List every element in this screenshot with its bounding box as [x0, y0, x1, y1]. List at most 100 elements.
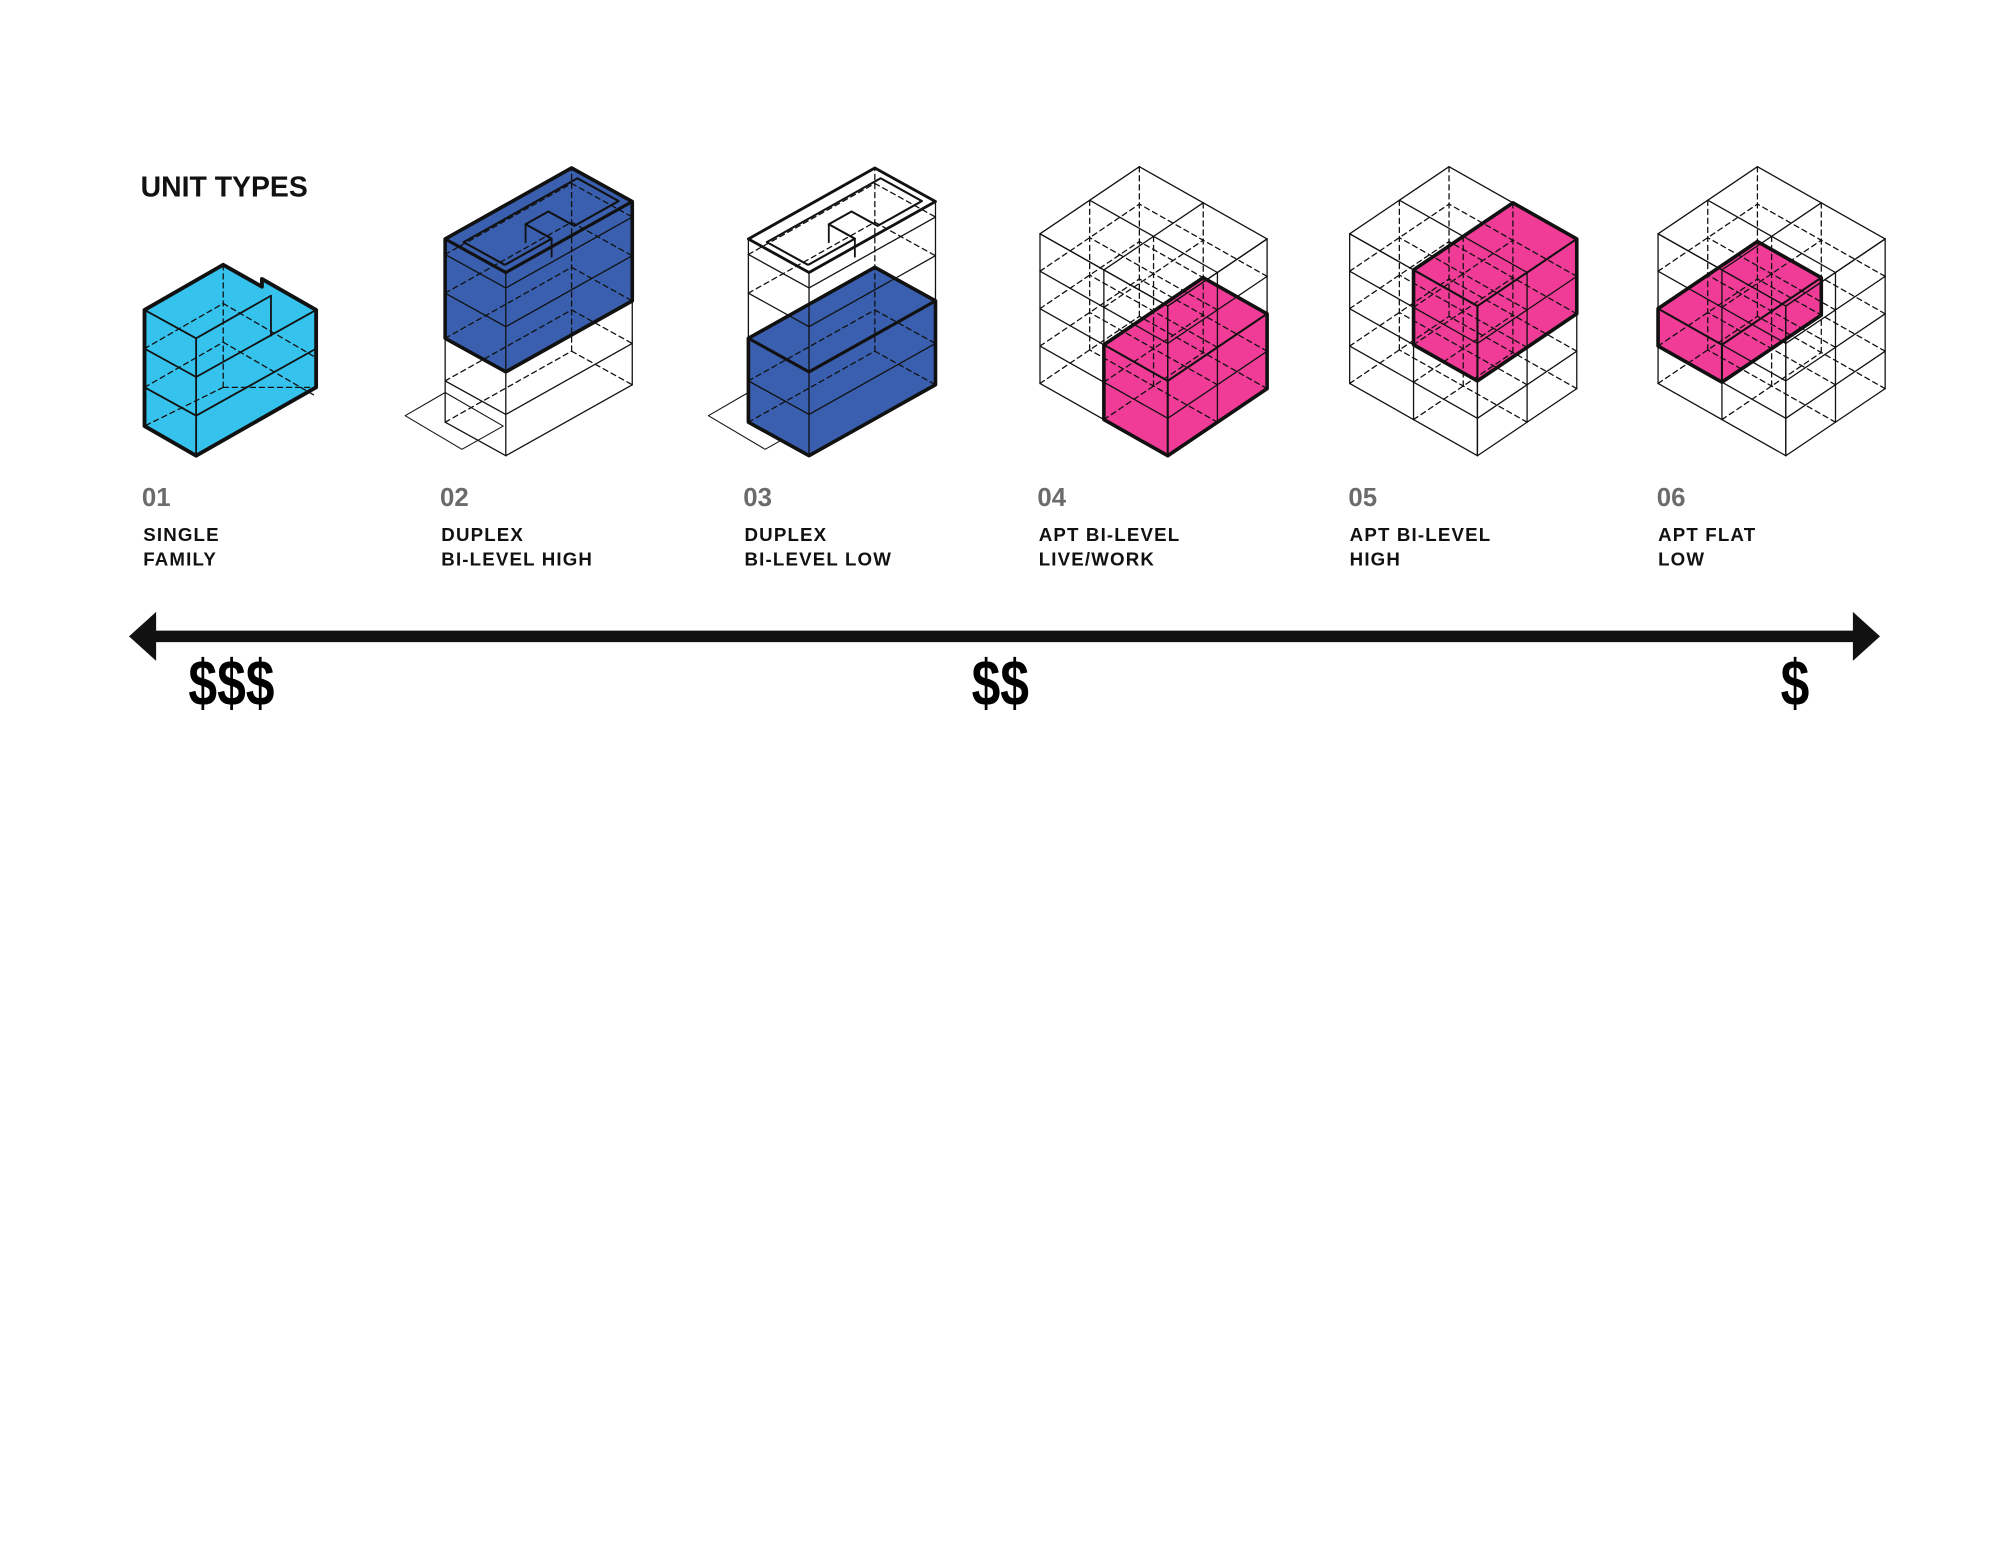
cost-mid-label: $$	[972, 647, 1029, 719]
footprint-outline	[404, 391, 504, 450]
edge	[504, 199, 634, 275]
unit-04-massing	[1039, 166, 1269, 458]
unit-02-massing	[404, 166, 635, 457]
edge	[443, 237, 508, 275]
edge	[808, 255, 937, 328]
edge	[1476, 237, 1578, 308]
hidden-edge	[444, 182, 573, 256]
unit-number: 05	[1348, 484, 1377, 512]
single-family-outline	[142, 262, 319, 458]
edge	[505, 216, 633, 289]
unit-number: 04	[1037, 484, 1066, 512]
edge	[746, 336, 811, 374]
unit-number: 01	[142, 484, 171, 512]
edge	[1138, 166, 1268, 240]
unit-label-05: 05 APT BI-LEVEL HIGH	[1348, 484, 1492, 569]
edge	[1102, 343, 1169, 382]
unit-label-06: 06 APT FLAT LOW	[1657, 484, 1756, 569]
cost-arrow	[129, 611, 1880, 661]
unit-name-line2: FAMILY	[143, 548, 217, 569]
parapet-inner-rim	[462, 177, 620, 266]
unit-name-line2: BI-LEVEL HIGH	[441, 548, 593, 569]
unit-name-line1: SINGLE	[143, 524, 220, 545]
edge	[1166, 312, 1269, 382]
hidden-edge	[143, 386, 224, 427]
edge	[808, 216, 937, 289]
hidden-edge	[444, 350, 573, 423]
unit-drawings	[142, 166, 1886, 458]
edge	[747, 253, 810, 289]
hidden-edge	[143, 302, 224, 350]
edge	[505, 384, 633, 457]
edge	[195, 294, 272, 340]
unit-01-massing	[142, 262, 319, 458]
hidden-edge	[570, 266, 633, 302]
edge	[143, 347, 198, 378]
edge	[747, 380, 810, 416]
hidden-edge	[874, 350, 937, 386]
cost-low-label: $	[1781, 647, 1810, 719]
hidden-edge	[570, 182, 633, 218]
cost-high-label: $$$	[188, 647, 274, 719]
hidden-edge	[444, 266, 573, 339]
edge	[143, 309, 198, 340]
edge	[1720, 276, 1823, 346]
unit-name-line1: APT FLAT	[1658, 524, 1756, 545]
hidden-edge	[874, 182, 937, 218]
parapet-inner-rim	[765, 177, 923, 266]
edge	[444, 421, 507, 457]
unit-label-02: 02 DUPLEX BI-LEVEL HIGH	[440, 484, 593, 569]
edge	[143, 386, 198, 417]
edge	[195, 347, 318, 417]
hidden-edge	[570, 221, 633, 257]
unit-label-03: 03 DUPLEX BI-LEVEL LOW	[743, 484, 893, 569]
duplex-unit-top	[748, 267, 936, 372]
edge	[444, 253, 507, 289]
edge	[195, 309, 318, 378]
unit-name-line2: HIGH	[1350, 548, 1401, 569]
unit-name-line1: DUPLEX	[441, 524, 524, 545]
edge	[444, 380, 507, 416]
edge	[505, 342, 633, 416]
unit-03-massing	[707, 166, 938, 458]
edge	[1657, 307, 1723, 346]
edge	[1657, 233, 1787, 307]
hidden-edge	[222, 341, 317, 398]
hidden-edge	[874, 309, 937, 345]
hidden-edge	[143, 341, 224, 388]
unit-number: 02	[440, 484, 469, 512]
unit-label-01: 01 SINGLE FAMILY	[142, 484, 220, 569]
edge	[1039, 233, 1169, 307]
edge	[807, 299, 938, 374]
unit-06-massing	[1656, 166, 1886, 457]
unit-name-line1: APT BI-LEVEL	[1350, 524, 1492, 545]
hidden-edge	[444, 309, 573, 382]
unit-number: 03	[743, 484, 772, 512]
highlighted-unit-volume	[1658, 241, 1822, 383]
hidden-edge	[747, 182, 876, 256]
hidden-edge	[222, 302, 317, 359]
arrowhead-right-icon	[1852, 611, 1880, 661]
edge	[808, 342, 937, 416]
unit-label-04: 04 APT BI-LEVEL LIVE/WORK	[1037, 484, 1181, 569]
hidden-edge	[570, 309, 633, 345]
hidden-edge	[747, 221, 876, 294]
hidden-edge	[570, 350, 633, 386]
arrowhead-left-icon	[129, 611, 157, 661]
edge	[1089, 199, 1219, 274]
edge	[1707, 199, 1837, 274]
hidden-edge	[444, 221, 573, 294]
unit-name-line2: BI-LEVEL LOW	[745, 548, 893, 569]
roof-outline	[746, 166, 937, 274]
hidden-edge	[874, 221, 937, 257]
unit-name-line1: APT BI-LEVEL	[1039, 524, 1181, 545]
unit-name-line1: DUPLEX	[745, 524, 828, 545]
unit-name-line2: LOW	[1658, 548, 1705, 569]
edge	[444, 292, 507, 328]
single-family-volume	[144, 264, 317, 456]
edge	[505, 255, 633, 328]
edge	[1412, 268, 1479, 308]
unit-name-line2: LIVE/WORK	[1039, 548, 1155, 569]
edge	[1756, 166, 1886, 240]
